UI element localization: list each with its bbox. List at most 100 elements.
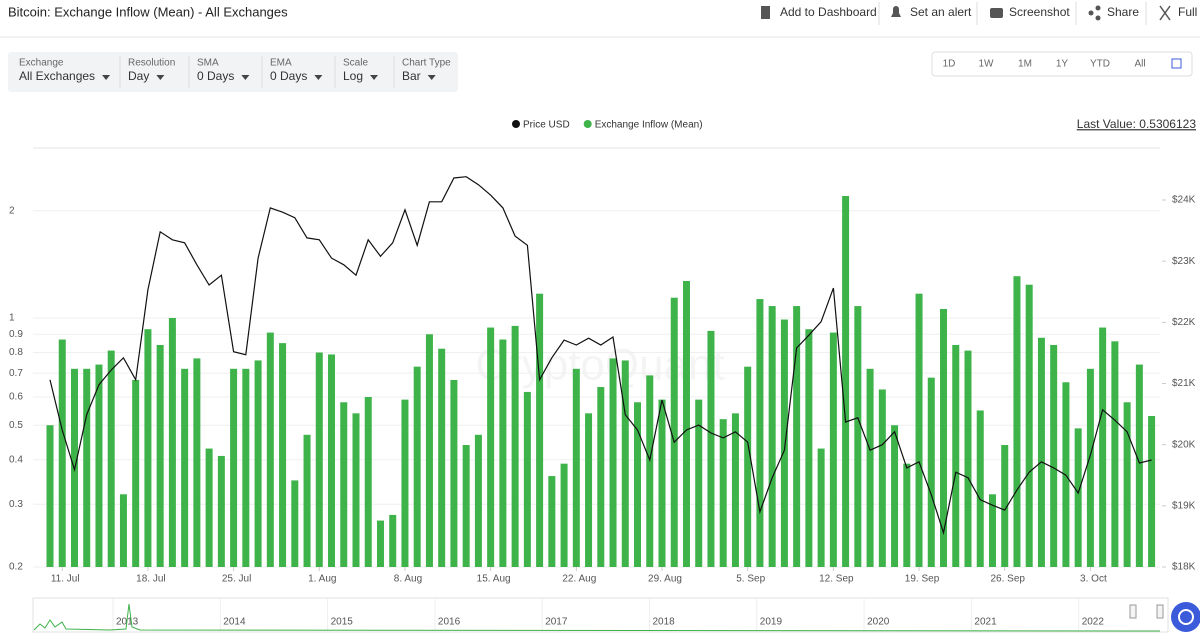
- bar: [572, 368, 580, 567]
- bar: [1001, 445, 1009, 567]
- bar: [548, 476, 556, 567]
- bar: [450, 379, 458, 567]
- navigator-handle[interactable]: [1156, 604, 1164, 619]
- page-title: Bitcoin: Exchange Inflow (Mean) - All Ex…: [8, 4, 288, 19]
- y2-tick-label: $19K: [1172, 500, 1196, 511]
- bar: [780, 319, 788, 567]
- range-button[interactable]: 1Y: [1056, 59, 1069, 70]
- filter-value[interactable]: 0 Days: [270, 69, 307, 83]
- screenshot-button[interactable]: Screenshot: [1009, 5, 1070, 19]
- y2-tick-label: $24K: [1172, 195, 1196, 206]
- filter-value[interactable]: Log: [343, 69, 363, 83]
- bar: [389, 514, 397, 567]
- range-box: [931, 51, 1193, 77]
- bar: [462, 445, 470, 567]
- bar: [132, 379, 140, 567]
- bar: [46, 425, 54, 567]
- bar: [915, 293, 923, 567]
- bar: [95, 364, 103, 567]
- navigator-year: 2021: [974, 617, 997, 628]
- filter-value[interactable]: 0 Days: [197, 69, 234, 83]
- bar: [364, 397, 372, 567]
- legend-label[interactable]: Exchange Inflow (Mean): [595, 120, 703, 131]
- legend-swatch: [512, 120, 520, 128]
- full-button[interactable]: Full: [1178, 5, 1197, 19]
- filter-value[interactable]: Bar: [402, 69, 421, 83]
- bar: [1025, 284, 1033, 567]
- bar: [193, 358, 201, 567]
- lines: [49, 176, 1152, 536]
- filter-label: SMA: [197, 58, 219, 69]
- bar: [279, 343, 287, 567]
- range-button[interactable]: 1M: [1018, 59, 1032, 70]
- bar: [254, 360, 262, 567]
- navigator-year: 2014: [223, 617, 246, 628]
- x-tick-label: 1. Aug: [308, 574, 336, 585]
- bar: [609, 358, 617, 567]
- range-button[interactable]: 1W: [979, 59, 995, 70]
- navigator: [32, 597, 1169, 633]
- bar: [964, 350, 972, 567]
- legend-label[interactable]: Price USD: [523, 120, 570, 131]
- y2-tick-label: $21K: [1172, 378, 1196, 389]
- bar: [352, 413, 360, 567]
- range-button[interactable]: YTD: [1090, 59, 1110, 70]
- alert-button[interactable]: Set an alert: [910, 5, 972, 19]
- bar: [585, 413, 593, 567]
- filter-label: Resolution: [128, 58, 175, 69]
- bar: [487, 327, 495, 567]
- navigator-year: 2017: [545, 617, 568, 628]
- navigator-year: 2020: [867, 617, 890, 628]
- add-dashboard-button[interactable]: Add to Dashboard: [780, 5, 877, 19]
- grid: 0.2 0.3 0.4 0.5 0.6 0.7 0.8 0.9 1 2 $18K $19K $20K $2…: [9, 147, 1196, 585]
- chat-button[interactable]: [1171, 602, 1200, 632]
- bar: [425, 334, 433, 567]
- bar: [242, 368, 250, 567]
- y2-tick-label: $23K: [1172, 256, 1196, 267]
- filter-value[interactable]: Day: [128, 69, 149, 83]
- share-icon: [1095, 5, 1101, 11]
- bar: [217, 455, 225, 567]
- bar: [744, 366, 752, 567]
- y-tick-label: 0.8: [9, 347, 23, 358]
- range-button[interactable]: 1D: [943, 59, 956, 70]
- y-tick-label: 0.2: [9, 562, 23, 573]
- bar: [536, 293, 544, 567]
- bar: [768, 306, 776, 567]
- bar: [291, 480, 299, 567]
- y-tick-label: 0.4: [9, 454, 23, 465]
- bar: [58, 339, 66, 567]
- y-tick-label: 0.5: [9, 420, 23, 431]
- navigator-handle[interactable]: [1129, 604, 1137, 619]
- filter-label: Chart Type: [402, 58, 451, 69]
- bar: [866, 368, 874, 567]
- bar: [682, 280, 690, 567]
- bar: [878, 389, 886, 567]
- toolbar: Add to Dashboard Set an alert Screenshot…: [761, 2, 1197, 25]
- bar: [731, 413, 739, 567]
- bar: [499, 339, 507, 567]
- filter-label: EMA: [270, 58, 292, 69]
- y-tick-label: 0.7: [9, 368, 23, 379]
- bar: [511, 325, 519, 567]
- range-button[interactable]: All: [1134, 59, 1145, 70]
- bar: [315, 352, 323, 567]
- price-line: [49, 176, 1152, 536]
- bar: [646, 375, 654, 567]
- bar: [340, 402, 348, 567]
- share-icon: [1095, 15, 1101, 21]
- bar: [376, 520, 384, 567]
- navigator-year: 2019: [760, 617, 783, 628]
- chat-icon: [1178, 609, 1194, 625]
- bar: [952, 344, 960, 567]
- x-tick-label: 3. Oct: [1080, 574, 1107, 585]
- share-button[interactable]: Share: [1107, 5, 1139, 19]
- calendar-button[interactable]: [1171, 58, 1182, 69]
- bar: [266, 332, 274, 567]
- filter-value[interactable]: All Exchanges: [19, 69, 95, 83]
- dropdown-arrow: [427, 75, 436, 80]
- bar: [842, 195, 850, 567]
- x-tick-label: 26. Sep: [990, 574, 1025, 585]
- x-tick-label: 5. Sep: [736, 574, 765, 585]
